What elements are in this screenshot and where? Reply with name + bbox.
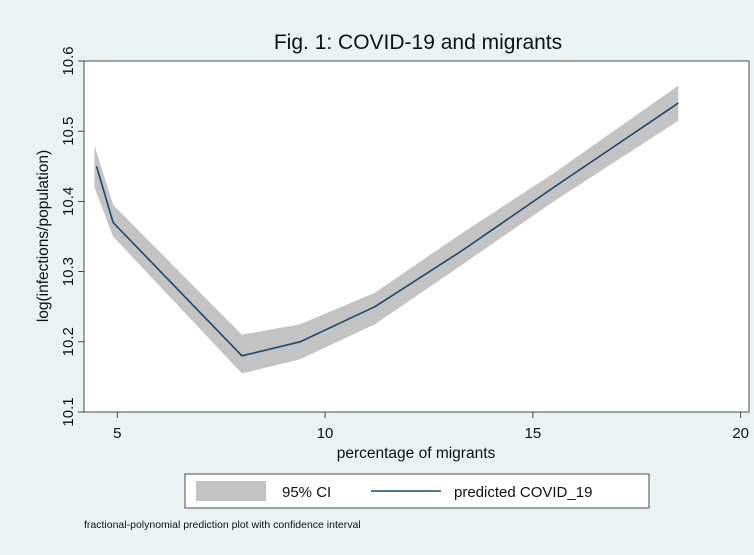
x-tick-label: 10 (317, 425, 334, 442)
y-tick-label: 10.3 (60, 257, 77, 286)
prediction-line-layer (95, 102, 679, 357)
x-axis-label: percentage of migrants (337, 445, 496, 462)
y-tick-label: 10.1 (60, 397, 77, 426)
legend-label-prediction: predicted COVID_19 (454, 484, 592, 501)
x-tick-label: 20 (732, 425, 749, 442)
y-tick-label: 10.2 (60, 327, 77, 356)
y-tick-label: 10.4 (60, 187, 77, 216)
legend-swatch-ci (196, 481, 266, 501)
ci-band (94, 85, 679, 374)
x-tick-label: 15 (525, 425, 542, 442)
x-tick-label: 5 (113, 425, 121, 442)
y-tick-label: 10.5 (60, 117, 77, 146)
chart-note: fractional-polynomial prediction plot wi… (84, 519, 361, 531)
chart-title: Fig. 1: COVID-19 and migrants (274, 31, 562, 54)
legend-label-ci: 95% CI (282, 484, 331, 501)
y-tick-label: 10.6 (60, 46, 77, 75)
axes: 5 10 15 20 10.1 10.2 10.3 10.4 10.5 10.6 (60, 46, 749, 442)
legend: 95% CI predicted COVID_19 (184, 473, 650, 509)
prediction-line (95, 102, 679, 357)
confidence-band-layer (94, 85, 679, 374)
y-axis-label: log(infections/population) (35, 150, 52, 322)
